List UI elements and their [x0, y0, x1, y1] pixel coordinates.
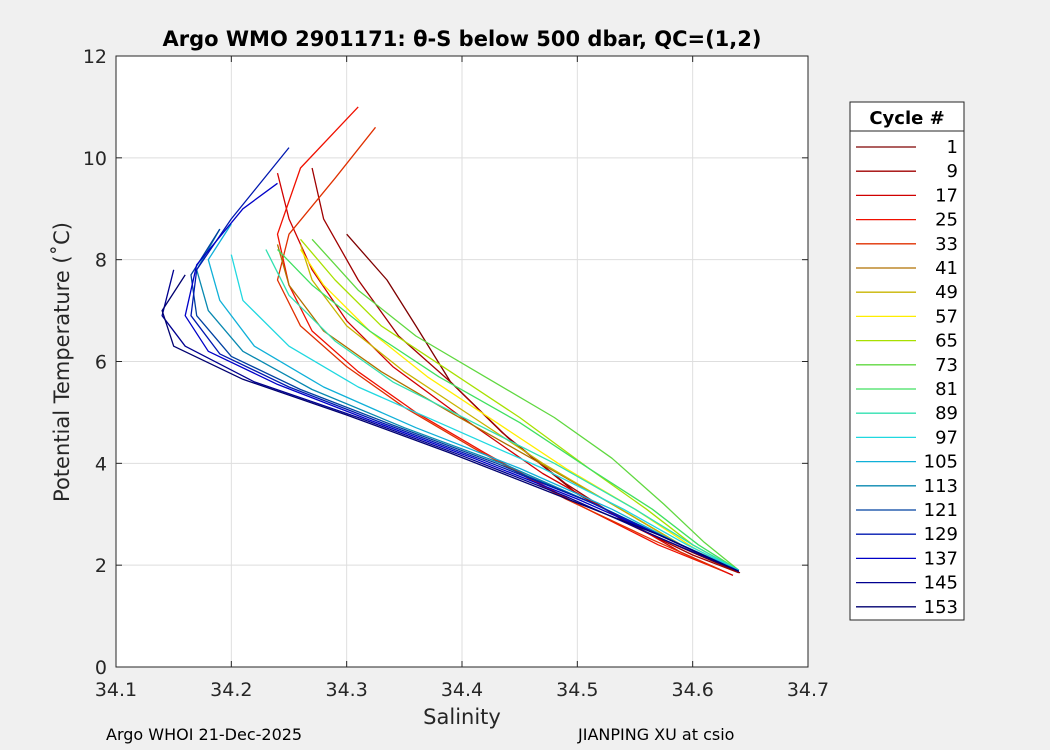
x-tick-label: 34.7 — [787, 679, 829, 701]
legend-label: 81 — [935, 379, 958, 400]
series-line-cycle-89 — [265, 249, 740, 571]
series-line-cycle-145 — [161, 269, 740, 572]
series-layer — [161, 106, 741, 576]
legend-label: 137 — [924, 548, 958, 569]
x-tick-label: 34.6 — [672, 679, 714, 701]
x-tick-label: 34.1 — [95, 679, 137, 701]
series-line-cycle-17 — [276, 172, 734, 576]
y-tick-label: 6 — [95, 352, 107, 374]
y-axis-label: Potential Temperature (˚C) — [50, 222, 74, 502]
series-line-cycle-9 — [311, 167, 740, 574]
series-line-cycle-97 — [230, 254, 740, 571]
legend-label: 25 — [935, 210, 958, 231]
legend-entries: 1 9 17 25 33 41 49 57 65 73 81 89 97 105 113 121 129 137 1… — [856, 137, 958, 618]
y-tick-label: 12 — [83, 46, 107, 68]
legend-label: 73 — [935, 355, 958, 376]
x-tick-label: 34.3 — [326, 679, 368, 701]
y-tick-label: 10 — [83, 148, 107, 170]
series-line-cycle-33 — [276, 126, 722, 571]
legend-label: 89 — [935, 403, 958, 424]
series-line-cycle-65 — [300, 238, 740, 571]
y-tick-label: 0 — [95, 657, 107, 679]
series-line-cycle-105 — [207, 223, 740, 571]
legend-label: 121 — [924, 500, 958, 521]
y-tick-label: 4 — [95, 453, 107, 475]
legend-label: 9 — [947, 161, 958, 182]
series-line-cycle-49 — [299, 244, 740, 572]
legend-label: 41 — [935, 258, 958, 279]
legend-label: 113 — [924, 476, 958, 497]
series-line-cycle-73 — [311, 238, 740, 571]
series-line-cycle-81 — [277, 249, 740, 571]
legend-label: 145 — [924, 573, 958, 594]
legend-label: 65 — [935, 331, 958, 352]
series-line-cycle-129 — [190, 147, 740, 572]
legend: Cycle # 1 9 17 25 33 41 49 57 65 73 81 89 97 105 113 12… — [849, 101, 965, 621]
legend-label: 17 — [935, 185, 958, 206]
legend-label: 105 — [924, 452, 958, 473]
legend-label: 129 — [924, 524, 958, 545]
legend-label: 97 — [935, 427, 958, 448]
x-axis-label: Salinity — [423, 705, 501, 729]
legend-label: 33 — [935, 234, 958, 255]
legend-label: 49 — [935, 282, 958, 303]
footer-source-date: Argo WHOI 21-Dec-2025 — [106, 725, 303, 744]
footer-author: JIANPING XU at csio — [578, 725, 735, 744]
series-line-cycle-137 — [184, 182, 740, 572]
chart-title: Argo WMO 2901171: θ-S below 500 dbar, QC… — [163, 27, 762, 51]
series-line-cycle-57 — [299, 249, 740, 572]
x-tick-label: 34.2 — [210, 679, 252, 701]
series-line-cycle-153 — [161, 274, 740, 572]
x-tick-label: 34.5 — [556, 679, 598, 701]
legend-label: 57 — [935, 306, 958, 327]
ticks: 34.1 34.2 34.3 34.4 34.5 34.6 34.7 0 2 4 6 8 10 12 — [83, 46, 829, 701]
y-tick-label: 8 — [95, 250, 107, 272]
legend-label: 153 — [924, 597, 958, 618]
y-tick-label: 2 — [95, 555, 107, 577]
legend-label: 1 — [947, 137, 958, 158]
legend-title: Cycle # — [869, 108, 944, 129]
x-tick-label: 34.4 — [441, 679, 483, 701]
